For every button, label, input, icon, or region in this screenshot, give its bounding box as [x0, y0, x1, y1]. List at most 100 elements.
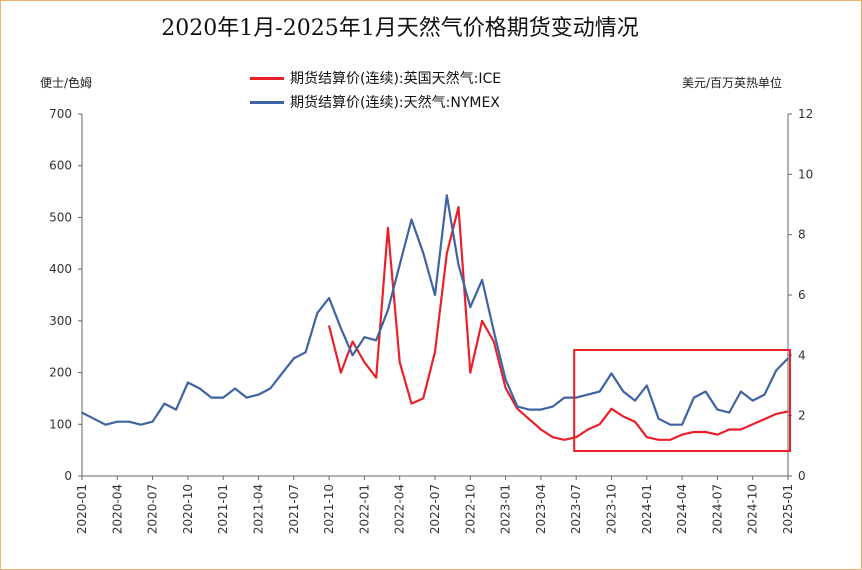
data-point-nymex: [351, 354, 354, 357]
data-point-ice: [469, 371, 472, 374]
legend-swatch-ice: [250, 76, 284, 80]
data-point-nymex: [528, 408, 530, 411]
data-point-nymex: [81, 411, 83, 414]
series-line-ice: [328, 206, 789, 441]
data-point-ice: [598, 423, 601, 426]
data-point-ice: [422, 397, 425, 400]
data-point-ice: [775, 413, 778, 415]
data-point-nymex: [751, 399, 754, 402]
x-tick-label: 2025-01: [781, 484, 795, 534]
data-point-nymex: [587, 393, 589, 396]
data-point-ice: [634, 420, 636, 423]
highlight-box: [573, 349, 792, 452]
data-point-ice: [398, 361, 401, 364]
data-point-ice: [716, 433, 719, 436]
data-point-nymex: [563, 396, 566, 399]
data-point-nymex: [210, 396, 213, 399]
y-tick-left-label: 300: [49, 314, 72, 328]
data-point-nymex: [575, 396, 578, 399]
data-point-nymex: [316, 312, 319, 314]
data-point-nymex: [434, 294, 436, 296]
y-tick-right-label: 0: [798, 469, 806, 483]
data-point-nymex: [622, 390, 625, 393]
x-tick-label: 2024-04: [675, 484, 689, 534]
data-point-nymex: [222, 396, 225, 399]
data-point-nymex: [763, 393, 766, 396]
data-point-nymex: [104, 423, 107, 426]
data-point-nymex: [492, 330, 495, 333]
data-point-ice: [363, 361, 366, 364]
data-point-nymex: [116, 420, 119, 423]
data-point-nymex: [92, 417, 95, 420]
data-point-ice: [622, 415, 625, 418]
data-point-nymex: [728, 411, 731, 414]
y-tick-left-label: 0: [64, 469, 72, 483]
data-point-nymex: [681, 423, 683, 426]
x-tick-label: 2021-04: [252, 484, 266, 534]
data-point-nymex: [704, 390, 707, 393]
data-point-ice: [328, 325, 330, 327]
data-point-nymex: [304, 351, 307, 354]
x-tick-label: 2021-07: [287, 484, 301, 534]
data-point-ice: [728, 428, 731, 431]
x-tick-label: 2022-07: [428, 484, 442, 534]
series-line-nymex: [81, 194, 789, 426]
x-tick-label: 2023-10: [605, 484, 619, 534]
x-tick-label: 2022-10: [463, 484, 477, 534]
x-tick-label: 2020-01: [75, 484, 89, 534]
x-tick-label: 2024-10: [746, 484, 760, 534]
data-point-nymex: [775, 369, 778, 372]
data-point-nymex: [234, 387, 236, 390]
data-point-ice: [740, 428, 742, 431]
legend-item-nymex: 期货结算价(连续):天然气:NYMEX: [250, 90, 501, 114]
data-point-nymex: [328, 297, 330, 299]
data-point-nymex: [457, 263, 460, 266]
data-point-nymex: [340, 327, 342, 330]
data-point-ice: [610, 407, 613, 410]
data-point-ice: [693, 431, 695, 433]
data-point-ice: [540, 428, 542, 431]
data-point-nymex: [740, 390, 742, 393]
x-tick-label: 2022-01: [357, 484, 371, 534]
y-tick-left-label: 100: [49, 417, 72, 431]
data-point-nymex: [187, 381, 189, 384]
data-point-ice: [704, 431, 707, 433]
data-point-nymex: [163, 402, 166, 405]
x-tick-label: 2020-07: [146, 484, 160, 534]
x-tick-label: 2020-04: [110, 484, 124, 534]
data-point-ice: [387, 226, 389, 229]
data-point-ice: [587, 428, 589, 431]
data-point-ice: [351, 340, 354, 343]
data-point-nymex: [469, 306, 472, 308]
x-tick-label: 2023-01: [499, 484, 513, 534]
data-point-nymex: [128, 420, 131, 423]
data-point-nymex: [504, 378, 507, 381]
y-tick-left-label: 200: [49, 366, 72, 380]
data-point-ice: [375, 376, 378, 379]
data-point-ice: [657, 438, 660, 441]
data-point-ice: [457, 206, 460, 209]
legend-label-ice: 期货结算价(连续):英国天然气:ICE: [290, 71, 502, 87]
y-tick-right-label: 6: [798, 288, 806, 302]
data-point-nymex: [598, 390, 601, 393]
data-point-nymex: [139, 423, 142, 426]
data-point-nymex: [657, 417, 660, 420]
right-axis-unit: 美元/百万英热单位: [682, 76, 783, 90]
data-point-ice: [551, 436, 554, 439]
data-point-ice: [763, 418, 766, 420]
data-point-nymex: [281, 372, 283, 375]
x-tick-label: 2021-01: [216, 484, 230, 534]
data-point-nymex: [634, 399, 636, 402]
legend: 期货结算价(连续):英国天然气:ICE 期货结算价(连续):天然气:NYMEX: [250, 66, 501, 114]
data-point-nymex: [151, 420, 154, 423]
data-point-nymex: [375, 339, 378, 342]
data-point-nymex: [516, 405, 519, 408]
x-tick-label: 2024-01: [640, 484, 654, 534]
data-point-nymex: [198, 387, 201, 390]
data-point-ice: [481, 320, 483, 322]
data-point-nymex: [387, 309, 389, 311]
y-tick-left-label: 500: [49, 210, 72, 224]
left-axis-unit: 便士/色姆: [40, 76, 93, 90]
